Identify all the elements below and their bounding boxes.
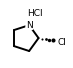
Text: Cl: Cl bbox=[58, 38, 66, 47]
Text: N: N bbox=[26, 21, 32, 30]
Text: HCl: HCl bbox=[27, 9, 42, 18]
